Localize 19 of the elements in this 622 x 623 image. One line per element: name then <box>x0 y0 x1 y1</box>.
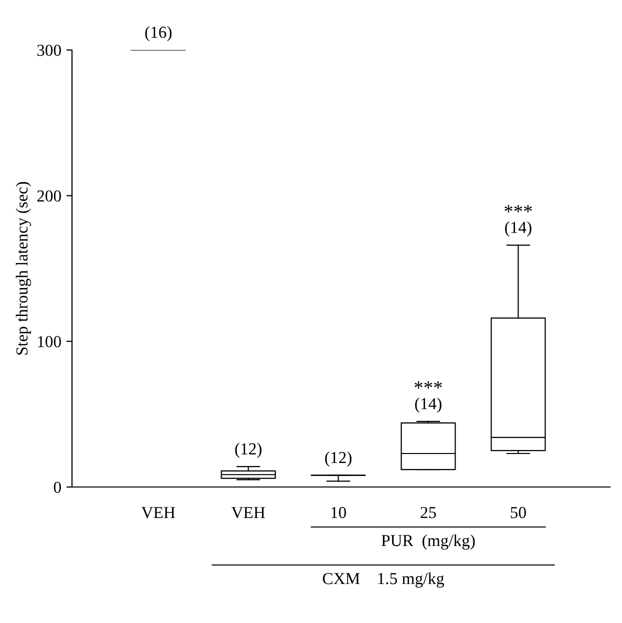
x-tick-label: 10 <box>331 506 346 518</box>
y-tick-label: 100 <box>38 336 61 348</box>
x-tick-label: VEH <box>141 507 176 518</box>
y-tick-label: 300 <box>37 44 61 56</box>
y-tick-label: 0 <box>54 482 61 493</box>
x-tick-label: VEH <box>231 507 265 518</box>
text: (12) <box>235 442 262 458</box>
text: (16) <box>145 26 172 42</box>
annotation: *** <box>504 205 532 212</box>
text: (12) <box>325 451 352 467</box>
text: (14) <box>415 398 442 413</box>
annotation: *** <box>414 381 442 388</box>
text: CXM 1.5 mg/kg <box>322 572 444 588</box>
text: PUR (mg/kg) <box>382 534 475 550</box>
y-axis-title: Step through latency (sec) <box>16 182 32 355</box>
x-tick-label: 25 <box>420 506 436 518</box>
text: (14) <box>505 221 532 236</box>
x-tick-label: 50 <box>510 506 526 518</box>
y-tick-label: 200 <box>37 190 61 202</box>
